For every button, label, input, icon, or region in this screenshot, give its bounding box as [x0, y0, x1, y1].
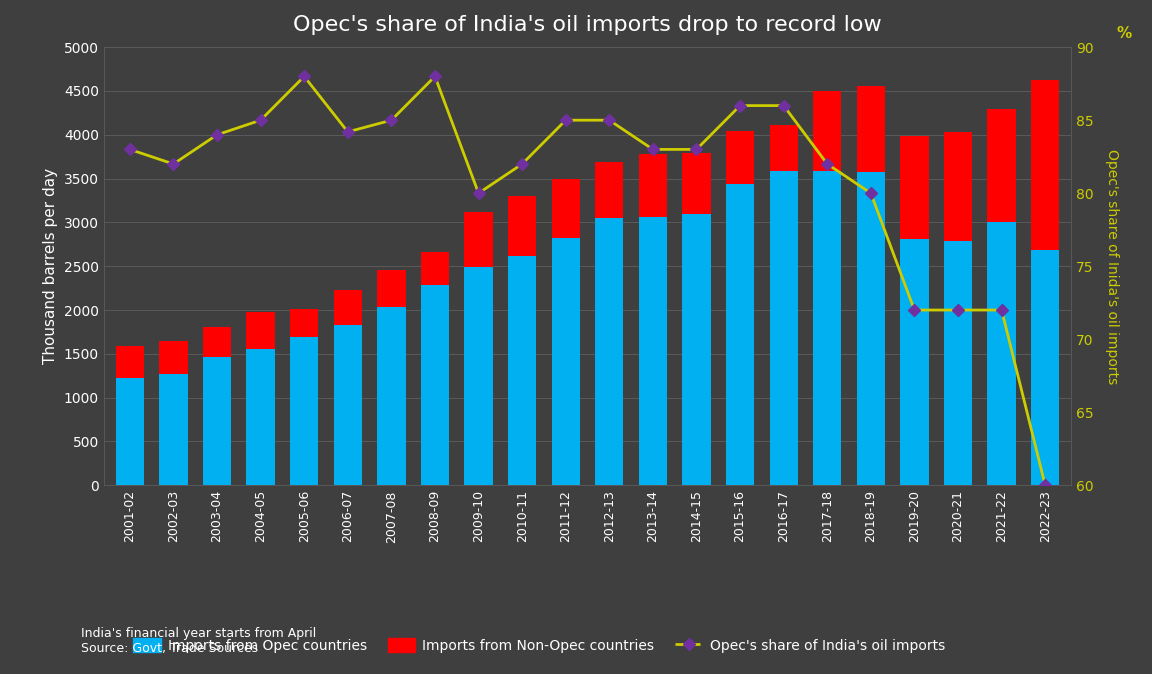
Bar [813, 91, 841, 171]
Bar [900, 135, 929, 239]
Bar [377, 307, 406, 485]
Bar [203, 327, 232, 357]
Bar [987, 109, 1016, 222]
Bar [726, 184, 755, 485]
Bar [1031, 249, 1060, 485]
Text: %: % [1117, 26, 1132, 40]
Bar [290, 309, 318, 337]
Bar [247, 312, 275, 349]
Bar [508, 255, 537, 485]
Bar [987, 222, 1016, 485]
Bar [334, 325, 362, 485]
Y-axis label: Thousand barrels per day: Thousand barrels per day [43, 168, 58, 364]
Bar [770, 125, 798, 171]
Bar [726, 131, 755, 184]
Bar [943, 132, 972, 241]
Bar [682, 153, 711, 214]
Bar [596, 162, 623, 218]
Bar [943, 241, 972, 485]
Bar [770, 171, 798, 485]
Bar [115, 346, 144, 377]
Bar [203, 357, 232, 485]
Bar [247, 349, 275, 485]
Bar [900, 239, 929, 485]
Bar [1031, 80, 1060, 249]
Bar [377, 270, 406, 307]
Bar [813, 171, 841, 485]
Bar [596, 218, 623, 485]
Bar [464, 212, 493, 267]
Bar [857, 86, 885, 173]
Bar [638, 217, 667, 485]
Bar [290, 337, 318, 485]
Bar [682, 214, 711, 485]
Bar [508, 195, 537, 255]
Bar [159, 373, 188, 485]
Text: Source: Govt, Trade Sources: Source: Govt, Trade Sources [81, 642, 258, 655]
Bar [159, 340, 188, 373]
Bar [420, 252, 449, 284]
Bar [334, 290, 362, 325]
Title: Opec's share of India's oil imports drop to record low: Opec's share of India's oil imports drop… [293, 15, 882, 34]
Legend: Imports from Opec countries, Imports from Non-Opec countries, Opec's share of In: Imports from Opec countries, Imports fro… [128, 632, 950, 658]
Y-axis label: Opec's share of Inida's oil imports: Opec's share of Inida's oil imports [1105, 148, 1119, 384]
Bar [552, 238, 579, 485]
Bar [420, 284, 449, 485]
Bar [857, 173, 885, 485]
Text: India's financial year starts from April: India's financial year starts from April [81, 627, 316, 640]
Bar [115, 377, 144, 485]
Bar [464, 267, 493, 485]
Bar [552, 179, 579, 238]
Bar [638, 154, 667, 217]
